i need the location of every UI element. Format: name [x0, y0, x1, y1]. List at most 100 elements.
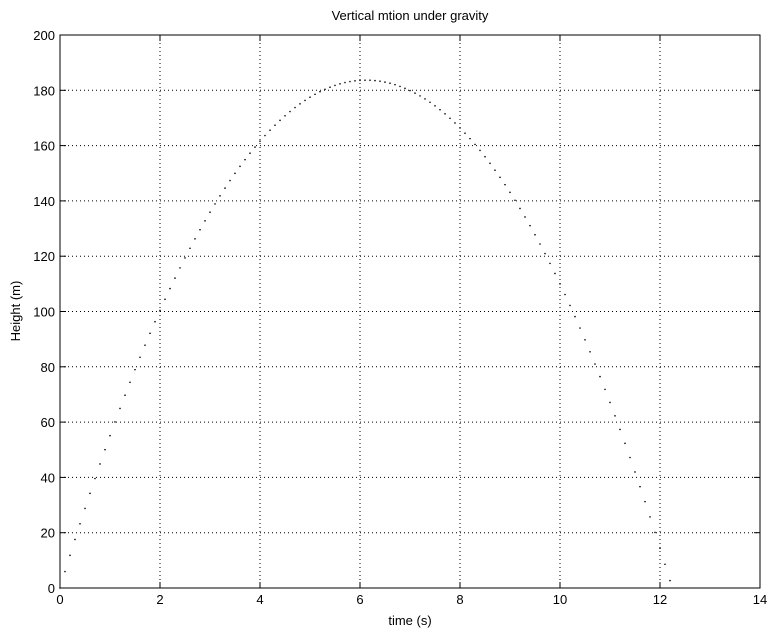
x-tick-label: 0 [56, 592, 63, 607]
data-point [474, 143, 476, 146]
data-point [259, 140, 261, 142]
data-point [559, 283, 561, 285]
data-point [304, 99, 306, 102]
y-tick-label: 120 [33, 249, 55, 264]
data-point [554, 272, 556, 275]
data-point [644, 500, 646, 503]
y-tick-label: 40 [41, 470, 55, 485]
data-point [194, 238, 196, 240]
data-point [129, 381, 131, 384]
data-point [359, 79, 361, 82]
data-point [509, 191, 511, 194]
data-point [69, 554, 71, 557]
y-tick-label: 200 [33, 28, 55, 43]
data-point [264, 134, 266, 137]
data-point [514, 199, 516, 202]
data-point [209, 211, 211, 214]
data-point [419, 95, 421, 97]
data-point [529, 224, 531, 227]
data-point [379, 80, 381, 82]
data-point [579, 327, 581, 329]
data-point [224, 187, 226, 189]
data-point [449, 117, 451, 120]
y-tick-label: 140 [33, 194, 55, 209]
data-point [469, 137, 471, 140]
data-point [504, 183, 506, 186]
data-point [569, 304, 571, 307]
data-point [439, 108, 441, 111]
data-point [279, 119, 281, 122]
data-point [544, 252, 546, 255]
data-point [384, 81, 386, 83]
data-point [619, 428, 621, 431]
y-tick-label: 80 [41, 360, 55, 375]
data-point [399, 85, 401, 88]
data-point [79, 523, 81, 525]
data-point [549, 262, 551, 265]
data-point [414, 92, 416, 94]
data-point [669, 579, 671, 582]
data-point [564, 293, 566, 296]
data-point [614, 415, 616, 417]
data-point [139, 356, 141, 359]
data-point [109, 434, 111, 437]
axes [59, 34, 761, 589]
data-point [424, 98, 426, 100]
data-point [199, 228, 201, 231]
data-point [89, 492, 91, 495]
data-point [484, 155, 486, 158]
data-point [374, 79, 376, 82]
x-tick-label: 14 [753, 592, 767, 607]
data-point [344, 81, 346, 84]
data-point [74, 538, 76, 541]
data-point [309, 96, 311, 99]
data-point [59, 587, 61, 589]
data-point [324, 88, 326, 91]
data-point [244, 158, 246, 161]
x-tick-label: 2 [156, 592, 163, 607]
x-tick-label: 6 [356, 592, 363, 607]
data-point [634, 471, 636, 473]
data-point [429, 101, 431, 104]
data-point [234, 172, 236, 175]
data-point [189, 247, 191, 250]
y-tick-label: 100 [33, 305, 55, 320]
data-point [389, 82, 391, 85]
y-tick-label: 160 [33, 139, 55, 154]
data-point [604, 388, 606, 391]
data-point [354, 80, 356, 82]
data-point [289, 110, 291, 113]
data-point [149, 332, 151, 335]
y-tick-label: 60 [41, 415, 55, 430]
data-point [459, 127, 461, 129]
y-tick-labels: 0 20 40 60 80 100 120 140 160 180 200 [33, 28, 55, 596]
data-point [334, 84, 336, 87]
data-point [119, 407, 121, 410]
x-tick-labels: 0 2 4 6 8 10 12 14 [56, 592, 767, 607]
data-point [639, 485, 641, 488]
data-point [534, 233, 536, 236]
data-point [294, 106, 296, 109]
data-point [184, 257, 186, 259]
data-point [154, 320, 156, 323]
data-point [654, 531, 656, 534]
data-point [299, 103, 301, 105]
data-point [134, 368, 136, 371]
data-point [664, 563, 666, 566]
data-point [599, 375, 601, 378]
data-point [339, 83, 341, 85]
data-point [274, 124, 276, 126]
data-point [239, 165, 241, 168]
data-point [444, 113, 446, 115]
data-point [499, 176, 501, 179]
chart-title: Vertical mtion under gravity [332, 8, 489, 23]
data-point [394, 83, 396, 86]
data-point [314, 93, 316, 96]
y-tick-label: 20 [41, 526, 55, 541]
data-point [114, 421, 116, 423]
data-point [214, 203, 216, 205]
data-point [164, 298, 166, 301]
data-point [494, 169, 496, 171]
data-point [99, 463, 101, 465]
